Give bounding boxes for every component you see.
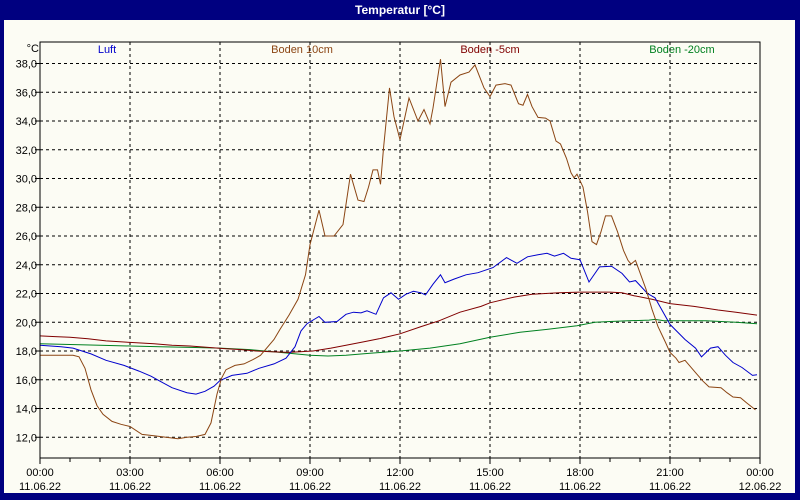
legend-item-boden-minus5cm: Boden -5cm: [460, 44, 520, 56]
title-bar: Temperatur [°C]: [0, 0, 800, 20]
chart-panel: Luft Boden 10cm Boden -5cm Boden -20cm: [4, 20, 795, 493]
legend-item-luft: Luft: [97, 44, 117, 56]
chart-title: Temperatur [°C]: [355, 3, 445, 17]
legend-item-boden-minus20cm: Boden -20cm: [649, 44, 715, 56]
legend-item-boden-10cm: Boden 10cm: [271, 44, 333, 56]
